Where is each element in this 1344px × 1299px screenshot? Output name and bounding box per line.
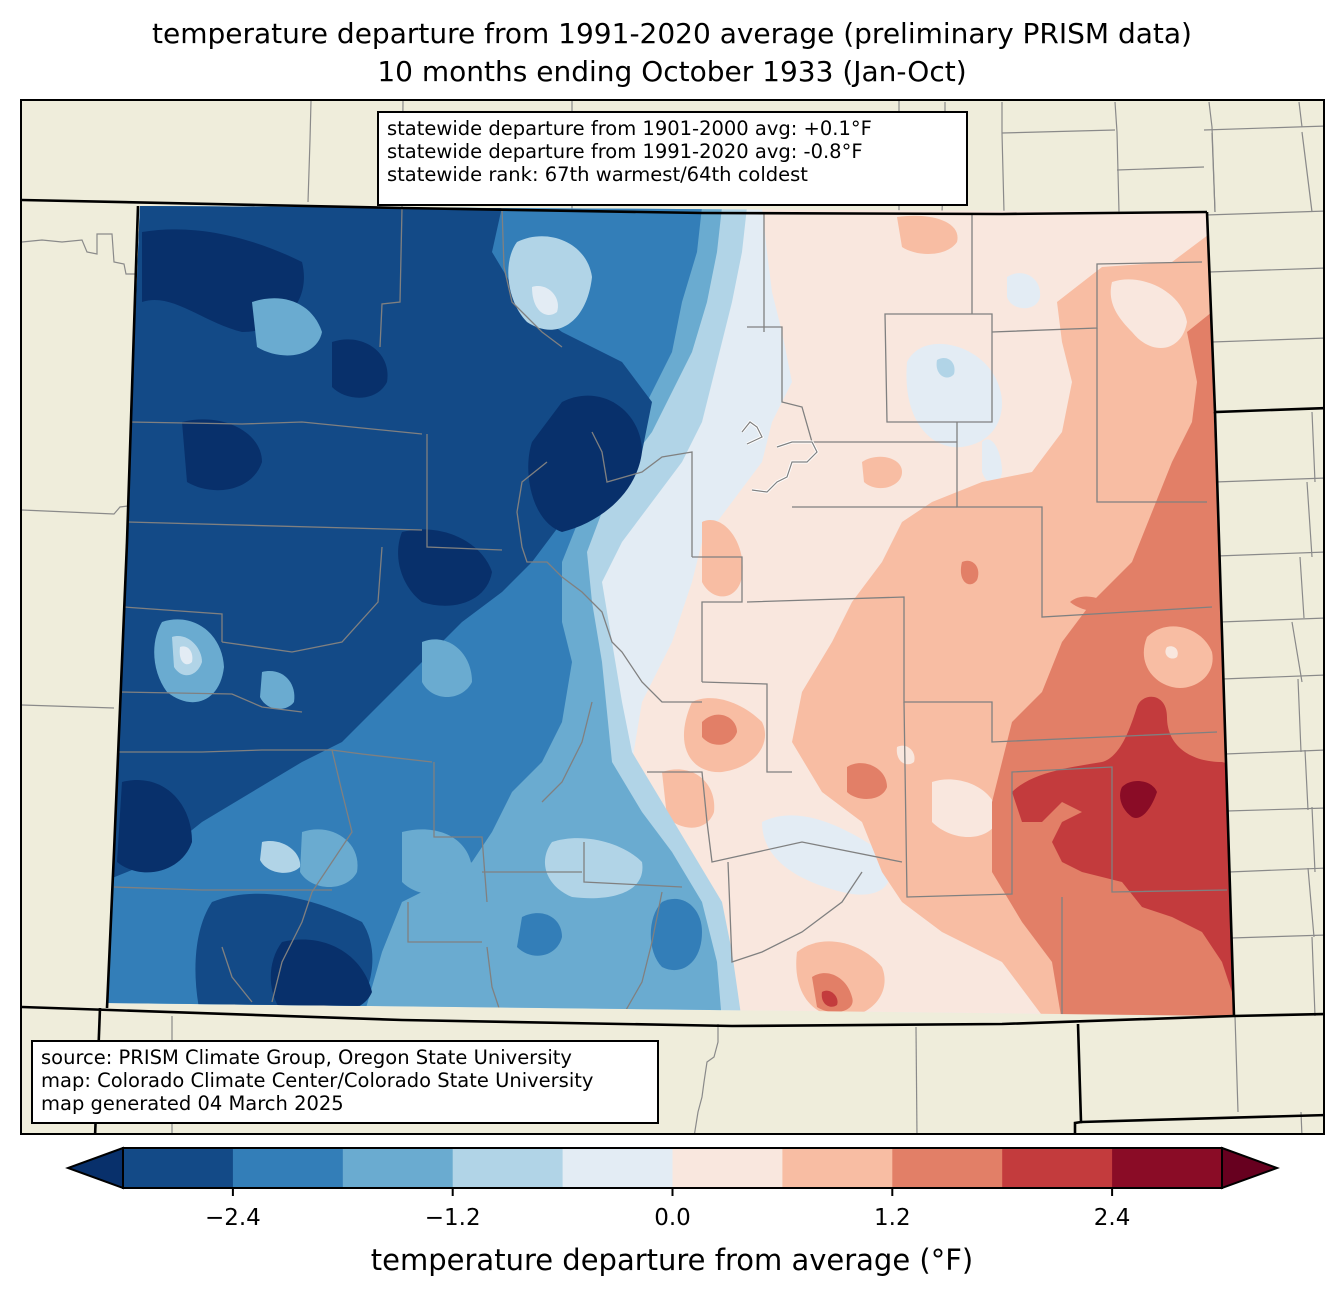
- generated-date-line: map generated 04 March 2025: [41, 1092, 344, 1115]
- colorbar-tick-label: 1.2: [874, 1205, 911, 1231]
- colorbar-bin: [892, 1148, 1003, 1188]
- denver-metro-outline: [741, 421, 818, 493]
- colorbar-bin: [452, 1148, 564, 1188]
- neighbor-county-lines: [22, 101, 1323, 1133]
- temperature-departure-field: [107, 206, 1234, 1016]
- colorbar-tick-label: 2.4: [1093, 1205, 1131, 1231]
- colorbar-bin: [672, 1148, 783, 1188]
- source-credit-box: source: PRISM Climate Group, Oregon Stat…: [31, 1040, 659, 1124]
- map-credit-line: map: Colorado Climate Center/Colorado St…: [41, 1069, 594, 1092]
- map-subtitle: 10 months ending October 1933 (Jan-Oct): [377, 55, 967, 88]
- colorbar-label: temperature departure from average (°F): [370, 1243, 974, 1277]
- colorbar-bin: [342, 1148, 454, 1188]
- map-title: temperature departure from 1991-2020 ave…: [152, 17, 1192, 50]
- colorbar-bin: [562, 1148, 673, 1188]
- colorbar-extend-over: [1221, 1146, 1280, 1190]
- colorbar-tick-label: 0.0: [654, 1205, 691, 1231]
- statewide-stats-box: statewide departure from 1901-2000 avg: …: [377, 111, 968, 206]
- stats-line-1991-2020: statewide departure from 1991-2020 avg: …: [387, 140, 863, 163]
- colorbar-bin: [232, 1148, 344, 1188]
- colorbar-bin: [782, 1148, 893, 1188]
- colorbar-extend-under: [65, 1146, 124, 1190]
- state-borders: [22, 198, 1323, 1133]
- stats-line-1901-2000: statewide departure from 1901-2000 avg: …: [387, 117, 872, 140]
- colorbar-tick-label: −1.2: [424, 1205, 481, 1231]
- source-line: source: PRISM Climate Group, Oregon Stat…: [41, 1046, 572, 1069]
- colorbar-bin: [1002, 1148, 1113, 1188]
- colorbar-bin: [123, 1148, 234, 1188]
- colorbar-tick-label: −2.4: [204, 1205, 261, 1231]
- colorado-map: [22, 101, 1323, 1133]
- colorado-county-lines: [113, 207, 1228, 1016]
- colorbar-bin: [1112, 1148, 1223, 1188]
- colorbar: [65, 1146, 1280, 1196]
- stats-line-rank: statewide rank: 67th warmest/64th coldes…: [387, 163, 808, 186]
- map-panel: [20, 99, 1325, 1135]
